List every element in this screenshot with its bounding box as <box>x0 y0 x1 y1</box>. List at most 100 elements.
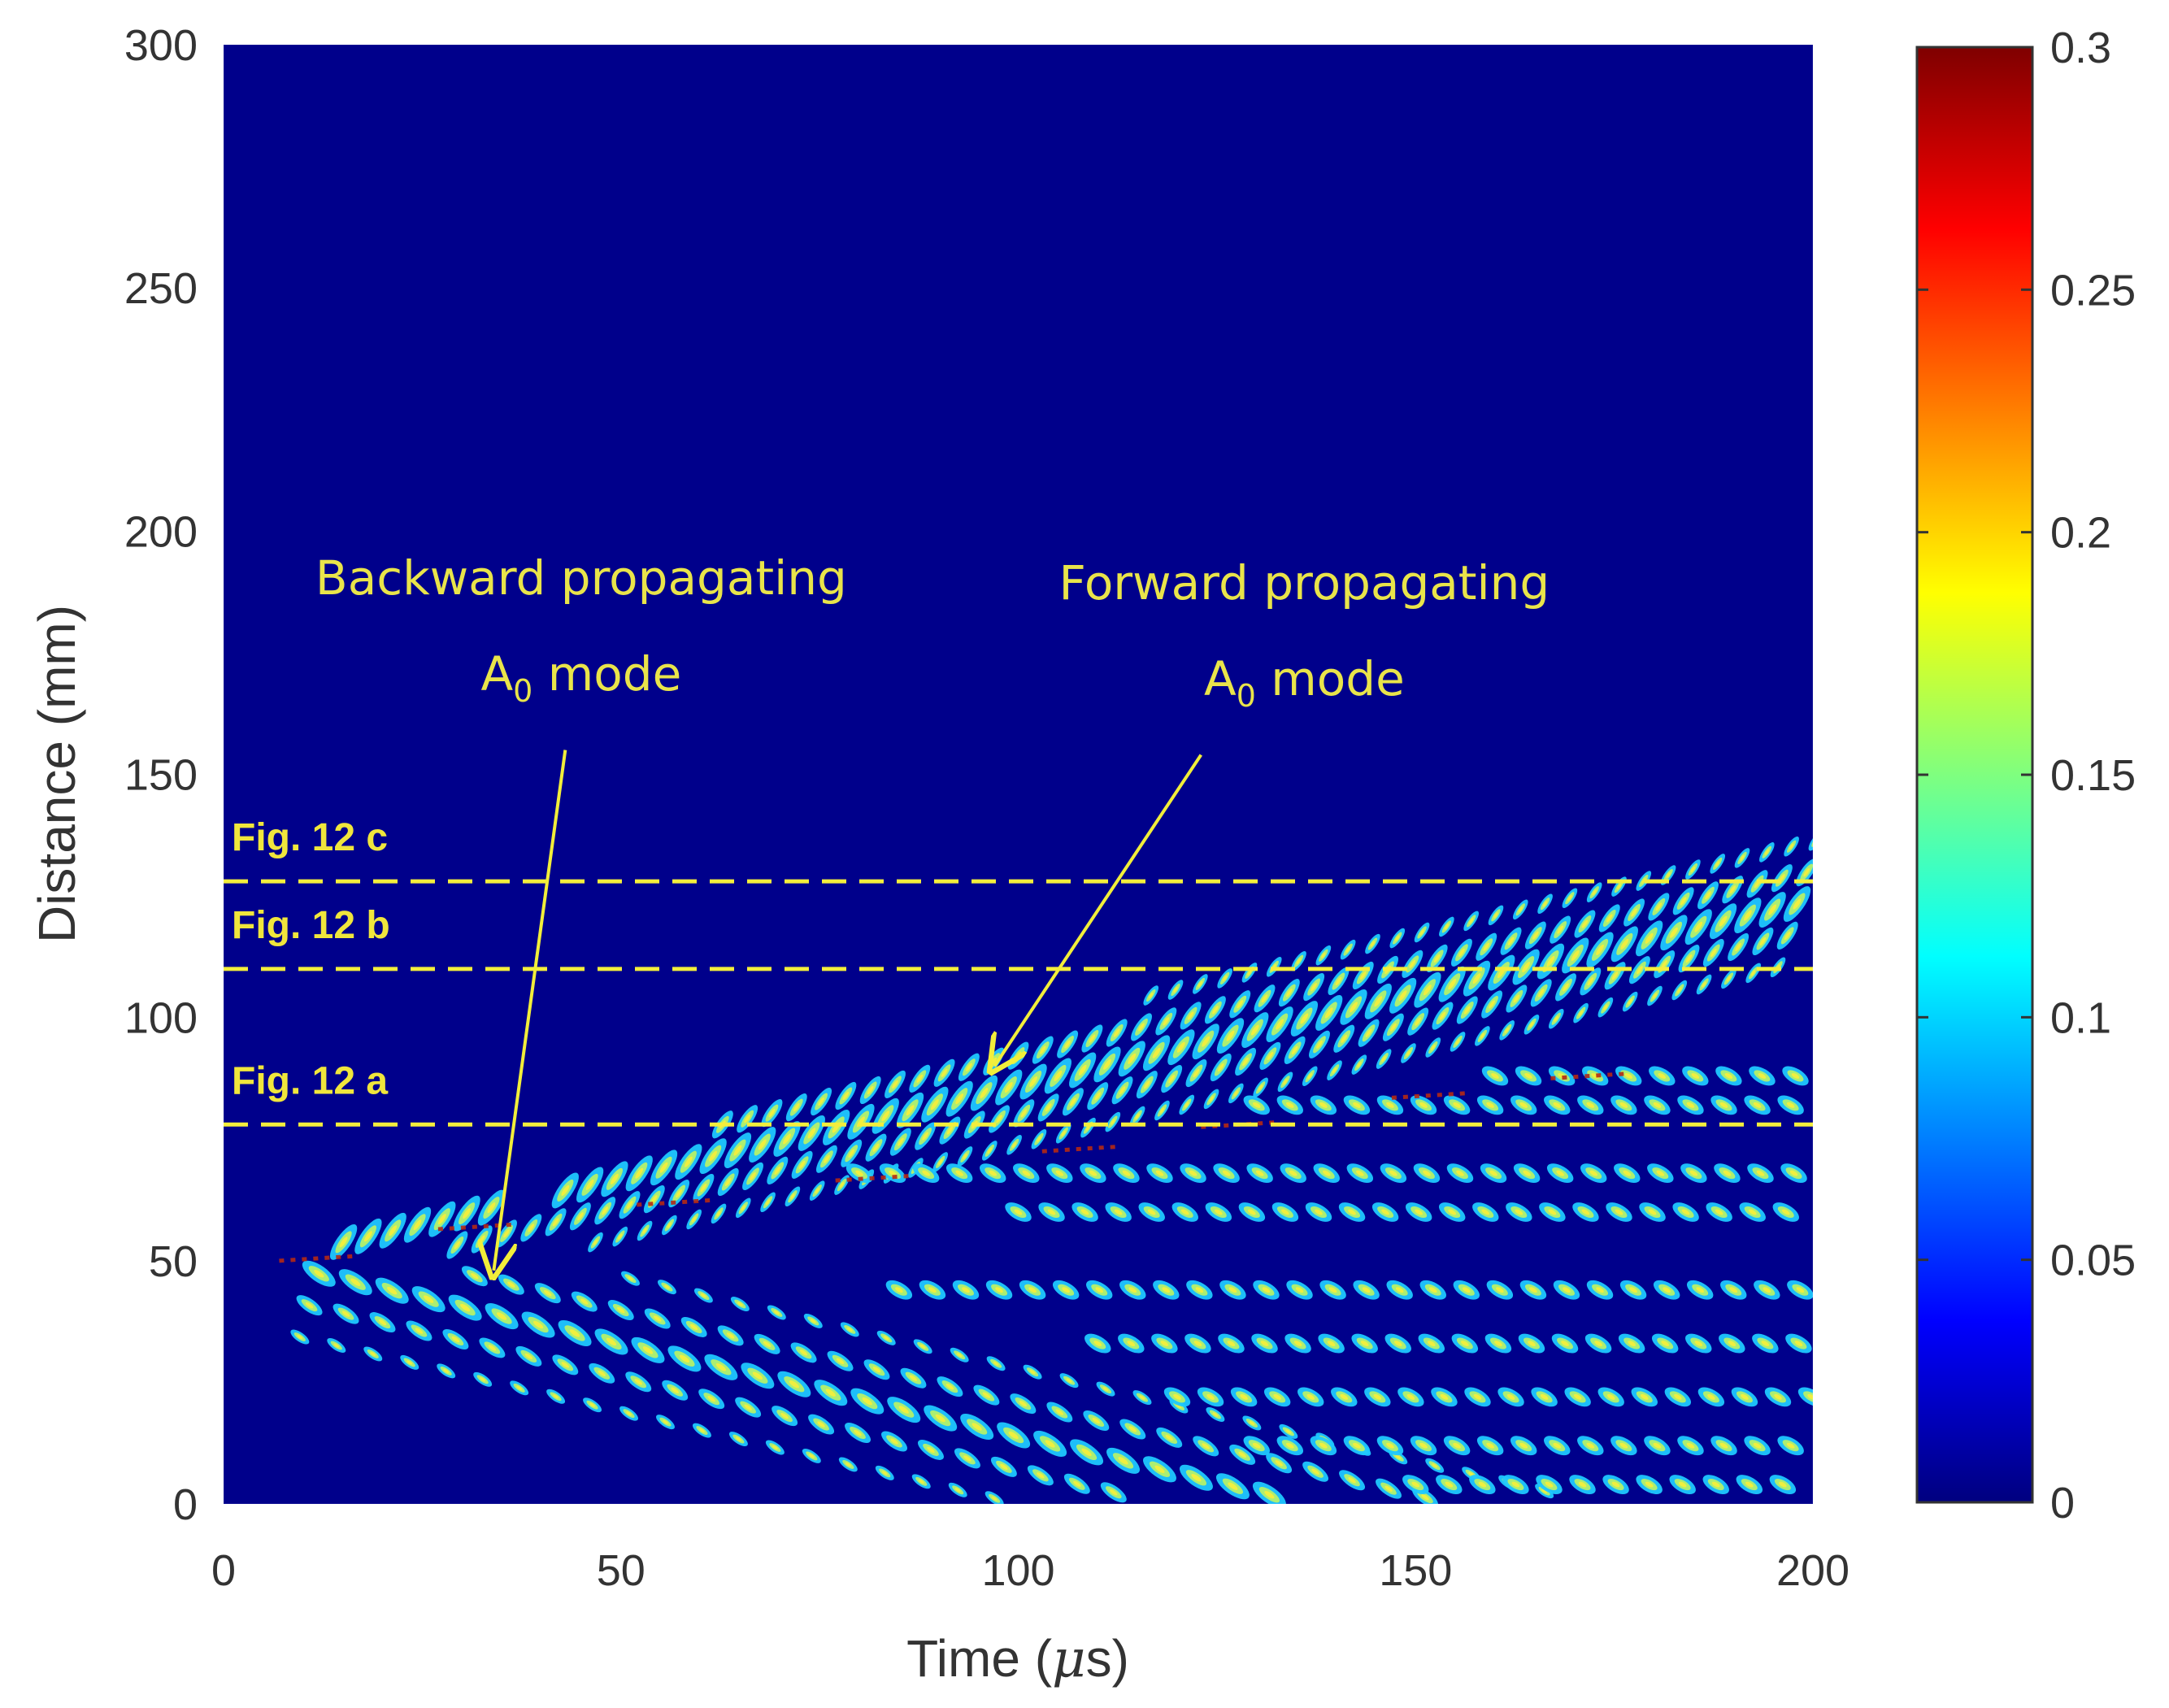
wave-blob-backward-peak <box>664 1284 670 1289</box>
wave-blob-backward-peak <box>918 1479 924 1484</box>
wave-blob-forward-peak <box>1148 992 1154 999</box>
wave-blob-reflected-peak <box>1486 1102 1494 1108</box>
wave-blob-backward-peak <box>898 1406 909 1414</box>
wave-blob-forward-peak <box>700 1183 707 1193</box>
wave-blob-reflected-peak <box>1014 1209 1023 1215</box>
wave-blob-reflected-peak <box>1807 1393 1813 1400</box>
wave-blob-backward-peak <box>772 1445 778 1450</box>
wave-blob-backward-peak <box>1432 1463 1438 1468</box>
wave-blob-reflected-peak <box>1789 1170 1798 1176</box>
wave-blob-forward-peak <box>839 1181 845 1189</box>
wave-blob-reflected-peak <box>895 1287 903 1293</box>
wave-blob-forward-peak <box>1184 1102 1189 1108</box>
wave-blob-reflected-peak <box>1723 1170 1732 1176</box>
wave-blob-forward-peak <box>1606 914 1613 923</box>
wave-blob-forward-peak <box>1616 883 1622 890</box>
wave-blob-forward-peak <box>593 1239 598 1245</box>
wave-blob-backward-peak <box>314 1270 324 1278</box>
wave-blob-reflected-peak <box>1315 1209 1323 1215</box>
wave-blob-forward-peak <box>1680 897 1687 906</box>
wave-blob-reflected-peak <box>1093 1341 1102 1347</box>
wave-blob-forward-peak <box>798 1160 806 1169</box>
wave-blob-backward-peak <box>553 1394 559 1399</box>
wave-blob-forward-peak <box>585 1179 594 1190</box>
colorbar-tick-label: 0.15 <box>2050 751 2136 800</box>
wave-blob-reflected-peak <box>1062 1287 1070 1293</box>
wave-blob-reflected-peak <box>1122 1170 1131 1176</box>
colorbar-gradient <box>1915 46 2034 1504</box>
y-tick-label: 300 <box>124 21 198 70</box>
x-tick-label: 100 <box>981 1546 1054 1595</box>
wave-blob-reflected-peak <box>1423 1170 1431 1176</box>
wave-blob-forward-peak <box>1463 1006 1471 1015</box>
wave-blob-backward-peak <box>424 1295 434 1303</box>
wave-blob-reflected-peak <box>1719 1102 1728 1108</box>
y-tick-label: 200 <box>124 507 198 556</box>
wave-blob-forward-peak <box>1089 1034 1096 1043</box>
wave-blob-reflected-peak <box>1456 1170 1464 1176</box>
wave-blob-forward-peak <box>1513 994 1520 1003</box>
wave-blob-forward-peak <box>1335 976 1342 986</box>
wave-blob-forward-peak <box>1444 924 1450 930</box>
wave-blob-forward-peak <box>1222 975 1228 982</box>
wave-blob-forward-peak <box>1803 868 1810 877</box>
wave-blob-reflected-peak <box>1260 1341 1269 1347</box>
wave-blob-forward-peak <box>1374 996 1383 1007</box>
wave-blob-reflected-peak <box>1440 1393 1449 1400</box>
wave-blob-backward-peak <box>1000 1463 1008 1471</box>
wave-blob-backward-peak <box>598 1370 606 1376</box>
wave-blob-backward-peak <box>991 1496 998 1501</box>
wave-blob-backward-peak <box>480 1377 486 1382</box>
wave-blob-reflected-peak <box>922 1170 930 1176</box>
wave-blob-backward-peak <box>488 1345 497 1351</box>
colorbar-tick-label: 0.1 <box>2050 993 2111 1042</box>
wave-blob-forward-peak <box>1705 891 1711 900</box>
wave-blob-forward-peak <box>1193 1068 1200 1078</box>
annotation-mode-subscript: 0 <box>513 673 532 709</box>
wave-blob-backward-peak <box>752 1371 763 1380</box>
wave-blob-reflected-peak <box>1629 1287 1637 1293</box>
wave-blob-forward-peak <box>716 1210 721 1217</box>
wave-peak-streak <box>437 1222 518 1232</box>
wave-blob-forward-peak <box>1300 1013 1309 1024</box>
wave-blob-reflected-peak <box>1645 1481 1654 1488</box>
wave-blob-backward-peak <box>744 1404 752 1410</box>
wave-blob-forward-peak <box>1789 843 1794 850</box>
wave-blob-backward-peak <box>378 1319 387 1326</box>
wave-blob-forward-peak <box>758 1139 767 1150</box>
wave-blob-forward-peak <box>1128 1053 1137 1064</box>
wave-peak-streak <box>637 1197 717 1207</box>
wave-blob-reflected-peak <box>1411 1481 1420 1488</box>
dashed-line-label: Fig. 12 c <box>232 816 388 859</box>
wave-blob-reflected-peak <box>1240 1393 1248 1400</box>
wave-blob-reflected-peak <box>1273 1393 1282 1400</box>
wave-blob-backward-peak <box>735 1436 741 1441</box>
wave-blob-backward-peak <box>1037 1472 1045 1479</box>
wave-blob-forward-peak <box>626 1201 633 1210</box>
wave-blob-backward-peak <box>1238 1451 1246 1458</box>
wave-blob-reflected-peak <box>1611 1481 1620 1488</box>
wave-blob-reflected-peak <box>1561 1341 1569 1347</box>
wave-blob-backward-peak <box>927 1446 935 1454</box>
wave-blob-forward-peak <box>1398 990 1407 1002</box>
wave-blob-forward-peak <box>1111 1119 1115 1125</box>
wave-blob-forward-peak <box>1702 981 1706 988</box>
wave-peak-streak <box>1550 1071 1631 1080</box>
wave-blob-backward-peak <box>883 1336 889 1341</box>
wave-blob-reflected-peak <box>1362 1287 1371 1293</box>
wave-blob-reflected-peak <box>1373 1393 1382 1400</box>
wave-blob-reflected-peak <box>1127 1341 1136 1347</box>
wave-blob-forward-peak <box>1078 1064 1087 1076</box>
wave-blob-backward-peak <box>297 1334 303 1340</box>
wave-blob-reflected-peak <box>1289 1170 1297 1176</box>
wave-blob-forward-peak <box>1430 1044 1436 1051</box>
wave-blob-reflected-peak <box>1673 1393 1682 1400</box>
annotation-mode-letter: A <box>480 646 513 702</box>
wave-blob-reflected-peak <box>1462 1287 1471 1293</box>
wave-blob-backward-peak <box>387 1286 398 1295</box>
wave-blob-forward-peak <box>1458 948 1465 957</box>
wave-blob-forward-peak <box>1217 1063 1224 1072</box>
wave-blob-reflected-peak <box>1028 1287 1037 1293</box>
wave-blob-forward-peak <box>691 1216 697 1223</box>
wave-blob-forward-peak <box>1439 1011 1446 1020</box>
